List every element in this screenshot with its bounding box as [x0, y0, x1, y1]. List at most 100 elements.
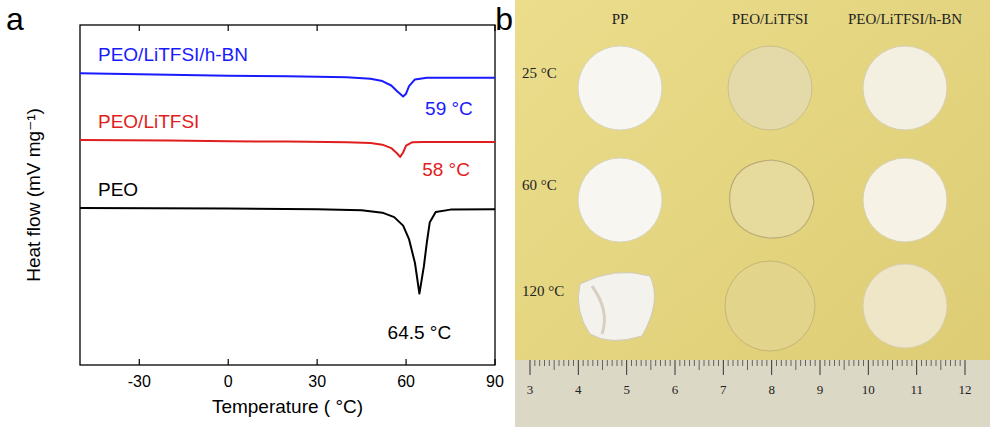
ruler-minor-tick	[945, 360, 946, 366]
ruler-number: 7	[720, 382, 727, 397]
ruler-minor-tick	[621, 360, 622, 366]
ruler-minor-tick	[583, 360, 584, 366]
ruler-minor-tick	[839, 360, 840, 366]
x-tick-label: 0	[224, 373, 233, 390]
ruler-minor-tick	[607, 360, 608, 366]
ruler-minor-tick	[824, 360, 825, 366]
ruler-number: 11	[910, 382, 923, 397]
ruler-number: 12	[959, 382, 972, 397]
peak-label: 58 °C	[422, 159, 470, 180]
peo-hbn-film	[863, 264, 947, 348]
ruler-minor-tick	[878, 360, 879, 366]
ruler-minor-tick	[873, 360, 874, 366]
ruler-minor-tick	[568, 360, 569, 366]
x-tick-top	[139, 25, 140, 31]
peak-label: 59 °C	[425, 98, 473, 119]
ruler-tick	[916, 360, 917, 375]
ruler-minor-tick	[534, 360, 535, 366]
ruler-minor-tick	[592, 360, 593, 366]
ruler-minor-tick	[602, 360, 603, 370]
ruler-minor-tick	[887, 360, 888, 366]
ruler-minor-tick	[670, 360, 671, 366]
ruler-tick	[723, 360, 724, 375]
ruler-minor-tick	[849, 360, 850, 366]
ruler-minor-tick	[665, 360, 666, 366]
ruler-minor-tick	[699, 360, 700, 370]
ruler-minor-tick	[718, 360, 719, 366]
x-tick-top	[405, 25, 406, 31]
panel-a: -300306090Temperature ( °C)Heat flow (mV…	[6, 1, 504, 417]
ruler-minor-tick	[907, 360, 908, 366]
ruler-minor-tick	[834, 360, 835, 366]
ruler-minor-tick	[728, 360, 729, 366]
ruler-minor-tick	[573, 360, 574, 366]
ruler-number: 5	[623, 382, 630, 397]
ruler-minor-tick	[863, 360, 864, 366]
pp-fold	[592, 286, 604, 334]
ruler-tick	[820, 360, 821, 375]
ruler-minor-tick	[549, 360, 550, 366]
panel-letter: a	[6, 1, 24, 37]
pp-shrunk	[578, 272, 654, 340]
x-tick-label: 30	[308, 373, 326, 390]
plot-frame	[80, 25, 495, 365]
ruler-minor-tick	[829, 360, 830, 366]
ruler-minor-tick	[631, 360, 632, 366]
ruler-number: 4	[575, 382, 582, 397]
ruler-minor-tick	[902, 360, 903, 366]
ruler-tick	[965, 360, 966, 375]
ruler-minor-tick	[805, 360, 806, 366]
ruler-minor-tick	[694, 360, 695, 366]
ruler-minor-tick	[612, 360, 613, 366]
ruler-number: 6	[672, 382, 679, 397]
ruler-minor-tick	[752, 360, 753, 366]
ruler-minor-tick	[650, 360, 651, 370]
dsc-curve	[80, 208, 495, 294]
ruler-minor-tick	[737, 360, 738, 366]
ruler-minor-tick	[858, 360, 859, 366]
x-tick-top	[228, 25, 229, 31]
ruler-minor-tick	[921, 360, 922, 366]
series-label: PEO/LiTFSI/h-BN	[98, 44, 248, 65]
ruler-minor-tick	[766, 360, 767, 366]
ruler-minor-tick	[815, 360, 816, 366]
curves	[80, 73, 495, 293]
ruler-number: 10	[862, 382, 875, 397]
y-axis-title: Heat flow (mV mg⁻¹)	[23, 108, 44, 282]
ruler-number: 9	[817, 382, 824, 397]
ruler-minor-tick	[554, 360, 555, 370]
column-label: PEO/LiTFSI/h-BN	[848, 11, 962, 27]
ruler-minor-tick	[742, 360, 743, 366]
pp-separator	[578, 46, 662, 130]
peo-film-molten	[725, 261, 815, 351]
x-tick-label: 60	[397, 373, 415, 390]
ruler-minor-tick	[795, 360, 796, 370]
ruler-minor-tick	[713, 360, 714, 366]
peo-hbn-film	[863, 46, 947, 130]
series-label: PEO	[98, 179, 138, 200]
ruler-tick	[578, 360, 579, 375]
ruler-minor-tick	[844, 360, 845, 370]
ruler-minor-tick	[544, 360, 545, 366]
ruler-minor-tick	[936, 360, 937, 366]
ruler-tick	[530, 360, 531, 375]
ruler-minor-tick	[762, 360, 763, 366]
x-tick	[405, 359, 406, 365]
ruler-tick	[626, 360, 627, 375]
ruler-minor-tick	[655, 360, 656, 366]
peak-label: 64.5 °C	[388, 322, 452, 343]
row-label: 25 °C	[522, 65, 557, 81]
peo-film	[728, 46, 812, 130]
x-tick	[139, 359, 140, 365]
ruler-minor-tick	[684, 360, 685, 366]
ruler-minor-tick	[617, 360, 618, 366]
pp-separator	[578, 158, 662, 242]
photo-background	[515, 0, 990, 427]
x-tick	[494, 359, 495, 365]
ruler-minor-tick	[926, 360, 927, 366]
ruler-minor-tick	[636, 360, 637, 366]
ruler-minor-tick	[757, 360, 758, 366]
ruler-minor-tick	[955, 360, 956, 366]
ruler-tick	[868, 360, 869, 375]
ruler-minor-tick	[597, 360, 598, 366]
